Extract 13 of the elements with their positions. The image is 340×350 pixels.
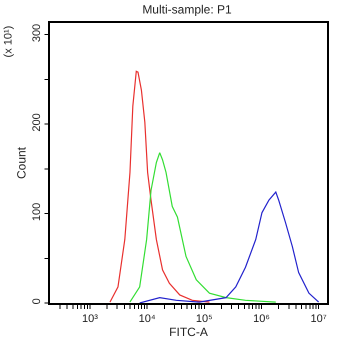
y-tick-label: 200: [30, 113, 43, 132]
text: (x 10¹): [2, 26, 14, 58]
x-tick-label: 10⁵: [196, 312, 213, 325]
x-tick-label: 10⁴: [138, 312, 156, 325]
x-tick-label: 10³: [82, 312, 98, 325]
y-tick-label: 0: [30, 298, 43, 304]
y-axis-title: Count: [14, 146, 29, 180]
x-tick-label: 10⁷: [310, 312, 327, 325]
x-tick-label: 10⁶: [253, 312, 270, 325]
chart-title: Multi-sample: P1: [142, 2, 232, 17]
y-tick-label: 100: [30, 202, 43, 222]
y-tick-label: 300: [30, 24, 43, 42]
x-axis-title: FITC-A: [169, 324, 208, 339]
